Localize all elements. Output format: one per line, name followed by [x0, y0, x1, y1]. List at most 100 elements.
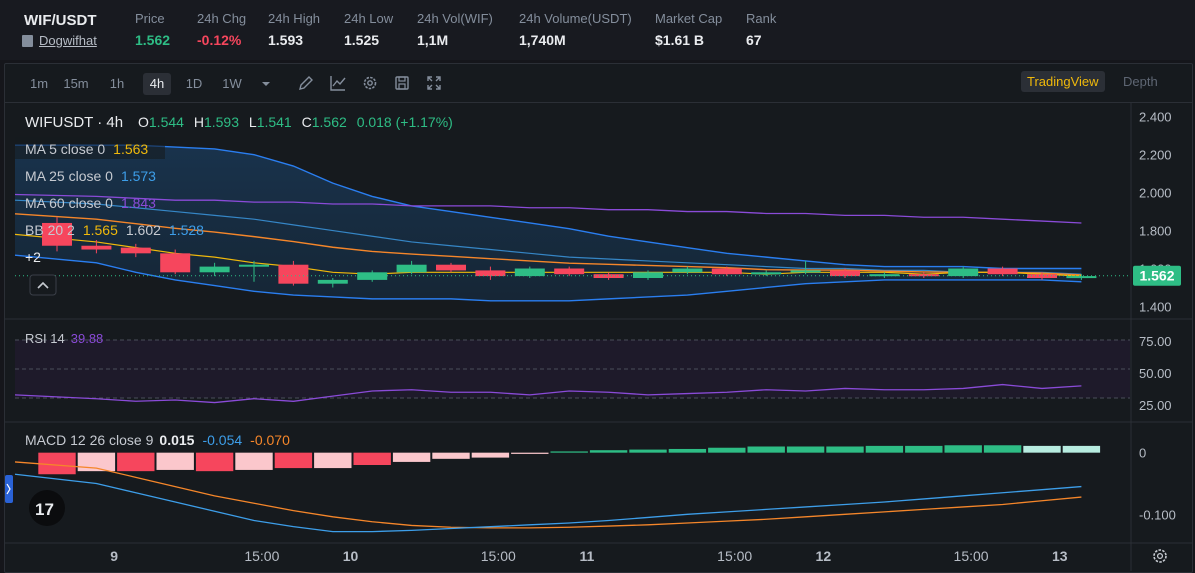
svg-text:17: 17	[35, 500, 54, 519]
legend-ma60: MA 60 close 0 1.843	[25, 195, 156, 211]
candle-body	[672, 268, 703, 273]
sidebar-toggle-handle[interactable]	[5, 475, 13, 503]
stat-market-cap: Market Cap $1.61 B	[655, 11, 722, 48]
macd-histogram-bar	[77, 452, 116, 472]
rsi-pane	[14, 383, 1082, 404]
legend-bb: BB 20 2 1.565 1.602 1.528	[25, 222, 204, 238]
macd-histogram-bar	[38, 452, 76, 475]
time-axis-label: 15:00	[244, 548, 279, 564]
candle-body	[593, 274, 624, 278]
timeframe-1D[interactable]: 1D	[185, 76, 203, 91]
timeframe-4h[interactable]: 4h	[143, 73, 171, 95]
document-icon	[22, 34, 33, 47]
coin-name-link[interactable]: Dogwifhat	[22, 33, 97, 48]
chart-settings-icon[interactable]	[1153, 549, 1167, 563]
price-axis-label: 1.400	[1139, 299, 1172, 314]
legend-ma5: MA 5 close 0 1.563	[25, 141, 148, 157]
macd-histogram-bar	[432, 452, 470, 459]
candle-body	[633, 272, 663, 278]
candle-body	[120, 247, 151, 254]
candle-body	[948, 268, 979, 277]
candle-body	[475, 270, 506, 277]
candle-body	[869, 274, 900, 277]
stat-label: 24h Chg	[197, 11, 247, 26]
tradingview-logo-icon: 17	[29, 490, 65, 526]
ticker-header: WIF/USDT Dogwifhat Price 1.562 24h Chg -0.1…	[0, 0, 1195, 60]
macd-line	[14, 473, 1082, 533]
bollinger-band-area	[14, 144, 1082, 302]
macd-histogram-bar	[274, 452, 313, 469]
timeframe-1W[interactable]: 1W	[222, 76, 242, 91]
legend-more[interactable]: +2	[25, 249, 41, 265]
legend-ohlc: O1.544 H1.593 L1.541 C1.562 0.018 (+1.17…	[138, 114, 453, 130]
legend-ma25: MA 25 close 0 1.573	[25, 168, 156, 184]
timeframe-15m[interactable]: 15m	[63, 76, 89, 91]
stat-value: 1,1M	[417, 32, 449, 48]
stat-24h-high: 24h High 1.593	[268, 11, 320, 48]
macd-axis-label: 0	[1139, 446, 1146, 461]
close-value: 1.562	[312, 114, 347, 130]
legend-title: WIFUSDT · 4h	[25, 114, 123, 131]
pencil-icon[interactable]	[297, 74, 315, 92]
open-label: O	[138, 114, 149, 130]
macd-histogram-bar	[511, 452, 549, 454]
timeframe-1h[interactable]: 1h	[109, 76, 125, 91]
coin-name-label: Dogwifhat	[39, 33, 97, 48]
candle-body	[317, 279, 348, 284]
macd-histogram-bar	[550, 451, 588, 453]
rsi-axis-label: 75.00	[1139, 334, 1172, 349]
stat-value: 1,740M	[519, 32, 566, 48]
current-price-value: 1.562	[1139, 268, 1174, 284]
legend-macd: MACD 12 26 close 9 0.015 -0.054 -0.070	[25, 432, 290, 448]
stat-label: Rank	[746, 11, 777, 26]
stat-value: $1.61 B	[655, 32, 705, 48]
rsi-axis-label: 50.00	[1139, 366, 1172, 381]
candle-body	[396, 264, 427, 273]
rsi-line	[14, 383, 1082, 404]
current-price-tag	[1133, 265, 1181, 286]
macd-histogram-bar	[668, 448, 707, 453]
macd-histogram-bar	[905, 445, 943, 453]
time-axis-label: 15:00	[717, 548, 752, 564]
price-axis-label: 1.800	[1139, 224, 1172, 239]
candle-body	[830, 270, 860, 277]
indicator-icon[interactable]	[329, 74, 347, 92]
low-label: L	[249, 114, 257, 130]
macd-histogram-bar	[826, 446, 864, 453]
stat-24h-volume-usdt-: 24h Volume(USDT) 1,740M	[519, 11, 632, 48]
dropdown-arrow-icon[interactable]	[257, 74, 275, 92]
legend-collapse-button[interactable]	[29, 274, 57, 296]
settings-icon[interactable]	[361, 74, 379, 92]
macd-histogram-bar	[235, 452, 273, 470]
macd-histogram-bar	[629, 449, 667, 453]
close-label: C	[302, 114, 312, 130]
timeframe-1m[interactable]: 1m	[29, 76, 49, 91]
bollinger-mid-line	[14, 213, 1082, 276]
candle-body	[514, 268, 545, 277]
low-value: 1.541	[257, 114, 292, 130]
stat-24h-vol-wif-: 24h Vol(WIF) 1,1M	[417, 11, 493, 48]
stat-value: 1.525	[344, 32, 380, 48]
candle-body	[554, 268, 585, 275]
stat-24h-chg: 24h Chg -0.12%	[197, 11, 246, 48]
high-label: H	[194, 114, 204, 130]
time-axis-label: 9	[110, 548, 118, 564]
tradingview-button[interactable]: TradingView	[1021, 71, 1105, 92]
time-axis-label: 12	[816, 548, 832, 564]
macd-histogram-bar	[944, 445, 982, 453]
depth-button[interactable]: Depth	[1123, 74, 1158, 89]
price-axis-label: 2.200	[1139, 148, 1172, 163]
candle-body	[278, 264, 309, 284]
candle-body	[711, 268, 742, 275]
price-chart[interactable]: 2.4002.2002.0001.8001.6001.40075.0050.00…	[5, 103, 1192, 571]
stat-label: Price	[135, 11, 165, 26]
candle-body	[160, 253, 191, 273]
macd-histogram-bar	[1023, 445, 1061, 453]
time-axis-label: 13	[1052, 548, 1068, 564]
time-axis-label: 15:00	[954, 548, 989, 564]
save-icon[interactable]	[393, 74, 411, 92]
macd-histogram-bar	[1062, 445, 1101, 453]
fullscreen-icon[interactable]	[425, 74, 443, 92]
macd-histogram-bar	[156, 452, 194, 470]
candle-body	[42, 222, 72, 246]
